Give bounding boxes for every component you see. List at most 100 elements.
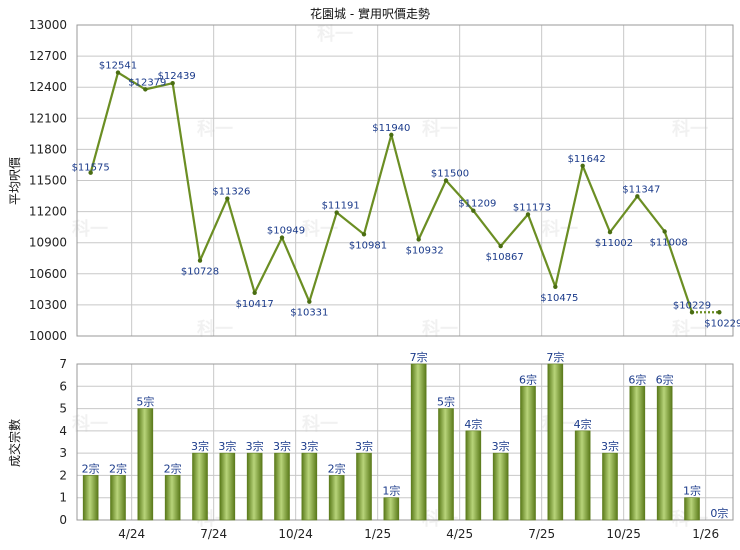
bar-label: 3宗	[218, 439, 236, 453]
y-tick-label: 10300	[29, 298, 67, 312]
line-segment	[663, 231, 694, 313]
line-segment	[145, 82, 173, 91]
point-label: $10949	[267, 226, 305, 237]
bar	[520, 385, 536, 521]
data-point	[334, 210, 339, 215]
bar-chart-axis: 0 1 2 3 4 5 6 7 4/24 7/24 10/24 1/25 4/25 7/25 10/25 1/…	[59, 357, 719, 541]
data-point	[498, 243, 503, 249]
watermark-text: 科一	[302, 413, 338, 435]
point-label: $11008	[650, 238, 688, 249]
watermark-text: 科一	[197, 318, 233, 340]
line-chart-ylabel: 平均呎價	[8, 157, 22, 205]
bar-label: 6宗	[656, 372, 674, 386]
bar	[356, 452, 372, 521]
x-tick-label: 7/25	[528, 527, 555, 541]
x-tick-label: 10/24	[278, 527, 313, 541]
bar	[164, 475, 181, 521]
data-point	[553, 284, 558, 289]
point-label: $10229	[704, 318, 740, 329]
bar-chart-grid	[76, 363, 734, 521]
line-segment	[226, 198, 256, 294]
point-label: $11940	[372, 123, 410, 134]
point-label: $11173	[513, 202, 551, 213]
y-tick-label: 5	[59, 402, 67, 416]
line-segment	[390, 134, 420, 240]
y-tick-label: 6	[59, 379, 67, 393]
watermark-layer: 科一科一科一科一科一科一科一科一科一科一科一科一科一科一科一科一	[72, 23, 708, 530]
watermark-text: 科一	[317, 23, 353, 45]
line-segment	[526, 214, 557, 288]
y-tick-label: 11200	[29, 205, 67, 219]
data-point	[662, 229, 667, 234]
x-tick-label: 7/24	[200, 527, 227, 541]
data-point	[607, 229, 613, 235]
y-tick-label: 12100	[29, 111, 67, 125]
watermark-text: 科一	[672, 318, 708, 340]
line-segment	[554, 165, 584, 288]
bar-label: 3宗	[273, 439, 291, 453]
line-segment	[609, 195, 639, 233]
bar-label: 3宗	[246, 439, 264, 453]
y-tick-label: 1	[59, 491, 67, 505]
bar	[574, 430, 591, 521]
bar	[492, 452, 509, 521]
bar	[82, 475, 99, 521]
bar	[602, 452, 618, 521]
point-label: $10475	[540, 293, 578, 304]
line-segment	[280, 237, 311, 303]
bar-label: 1宗	[382, 484, 400, 498]
point-label: $10932	[406, 245, 444, 256]
point-label: $11347	[622, 184, 660, 195]
y-tick-label: 0	[59, 513, 67, 527]
bar	[246, 452, 263, 521]
line-segment	[445, 179, 475, 212]
point-label: $10728	[181, 267, 219, 278]
x-tick-label: 10/25	[606, 527, 641, 541]
bar	[438, 408, 454, 521]
data-point	[115, 70, 121, 75]
plot-frame	[76, 363, 734, 521]
x-tick-label: 1/26	[692, 527, 719, 541]
data-point	[471, 208, 476, 213]
bar-label: 6宗	[519, 372, 537, 386]
line-segment	[171, 82, 202, 261]
watermark-text: 科一	[422, 118, 458, 140]
bar-label: 3宗	[355, 439, 373, 453]
data-point	[252, 290, 257, 295]
bar	[328, 475, 345, 521]
point-label: $11209	[458, 199, 496, 210]
y-tick-label: 10000	[29, 329, 67, 343]
bar-label: 0宗	[710, 506, 728, 520]
data-point	[525, 212, 531, 217]
bar-label: 5宗	[136, 395, 154, 409]
line-segment	[362, 134, 393, 235]
point-label: $11500	[431, 169, 469, 180]
y-tick-label: 4	[59, 424, 67, 438]
bar-label: 3宗	[300, 439, 318, 453]
bar	[629, 385, 646, 521]
y-tick-label: 10600	[29, 267, 67, 281]
bar	[110, 475, 126, 521]
bar-label: 2宗	[82, 461, 100, 475]
bar-label: 2宗	[328, 461, 346, 475]
data-point	[143, 87, 148, 92]
y-tick-label: 12700	[29, 49, 67, 63]
bar	[192, 452, 208, 521]
line-chart-grid	[76, 24, 734, 337]
bar-label: 1宗	[683, 484, 701, 498]
point-label: $11642	[568, 154, 606, 165]
watermark-text: 科一	[72, 218, 108, 240]
data-point	[416, 237, 421, 242]
x-tick-label: 1/25	[364, 527, 391, 541]
y-tick-label: 12400	[29, 80, 67, 94]
line-segment	[636, 195, 666, 233]
bar-label: 7宗	[410, 350, 428, 364]
bar	[383, 497, 400, 521]
bar-series: 2宗 2宗 5宗 2宗 3宗 3宗 3宗 3宗 3宗 2宗 3宗 1宗 7宗 5宗 4宗 3宗 6宗 7宗 4宗 3宗…	[82, 350, 728, 521]
bar	[656, 385, 673, 521]
bar-label: 3宗	[492, 439, 510, 453]
bar-label: 6宗	[628, 372, 646, 386]
data-point	[389, 132, 394, 138]
point-label: $11326	[212, 187, 250, 198]
line-series: $11575 $12541 $12379$12439 $10728 $11326 $104…	[72, 61, 740, 330]
